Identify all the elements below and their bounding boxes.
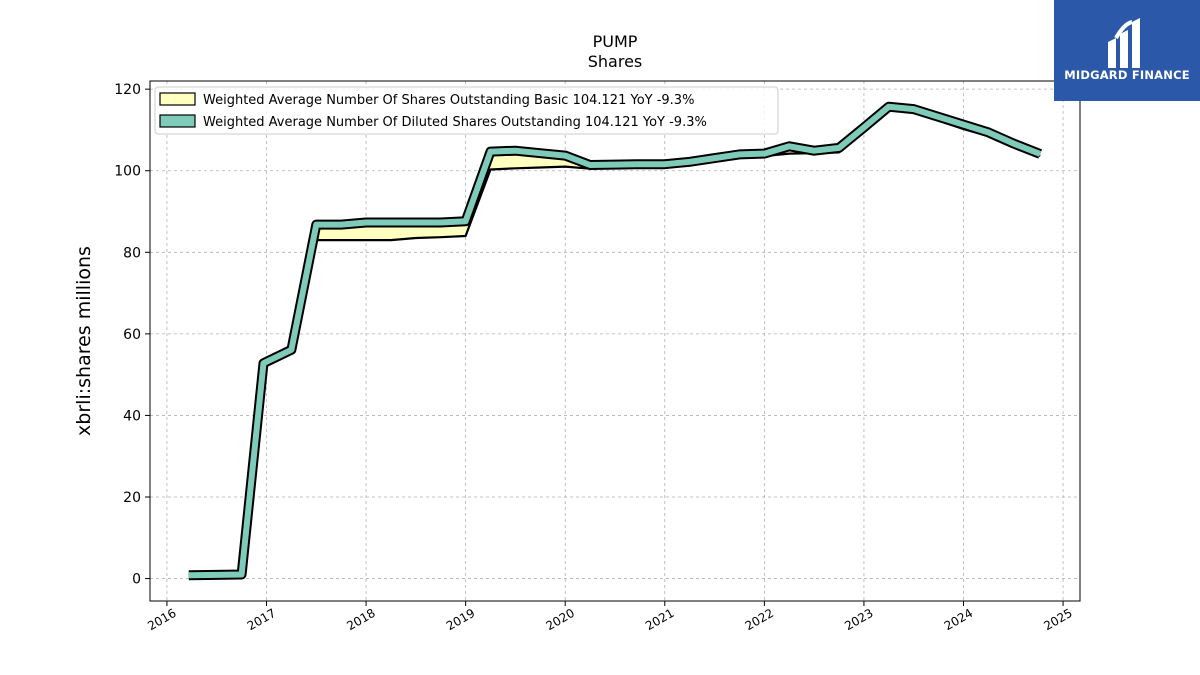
y-tick-label: 80 [123,245,141,261]
logo-mark-icon [1108,18,1140,68]
series-line-basic [188,109,1041,577]
legend-label-basic: Weighted Average Number Of Shares Outsta… [203,93,694,108]
y-tick-label: 60 [123,327,141,343]
y-tick-label: 20 [123,490,141,506]
legend: Weighted Average Number Of Shares Outsta… [154,86,779,135]
legend-label-diluted: Weighted Average Number Of Diluted Share… [203,115,707,130]
chart-title: PUMP [593,32,638,51]
x-tick-label: 2022 [743,606,776,633]
y-tick-label: 40 [123,408,141,424]
legend-frame [154,86,779,135]
grid-layer [150,81,1080,601]
x-tick-label: 2018 [344,606,377,633]
x-tick-label: 2016 [145,606,178,633]
series-layer [188,101,1043,581]
x-tick-label: 2020 [543,606,576,633]
x-tick-label: 2023 [842,606,875,633]
legend-swatch-diluted [159,114,196,128]
series-line-diluted [188,103,1042,579]
x-tick-label: 2019 [444,606,477,633]
x-tick-label: 2021 [643,606,676,633]
basic-diluted-band [188,106,1041,576]
y-axis-label: xbrli:shares millions [73,246,95,436]
chart-subtitle: Shares [588,52,643,71]
plot-frame [149,80,1081,602]
y-tick-label: 0 [132,572,141,588]
logo-text: MIDGARD FINANCE [1064,68,1190,82]
x-tick-label: 2024 [942,606,975,633]
y-tick-label: 100 [114,164,141,180]
series-outline-diluted [188,101,1043,581]
x-tick-label: 2017 [245,606,278,633]
legend-swatch-basic [159,92,196,106]
y-tick-label: 120 [114,82,141,98]
x-tick-label: 2025 [1041,606,1074,633]
midgard-finance-logo: MIDGARD FINANCE [1054,0,1200,101]
